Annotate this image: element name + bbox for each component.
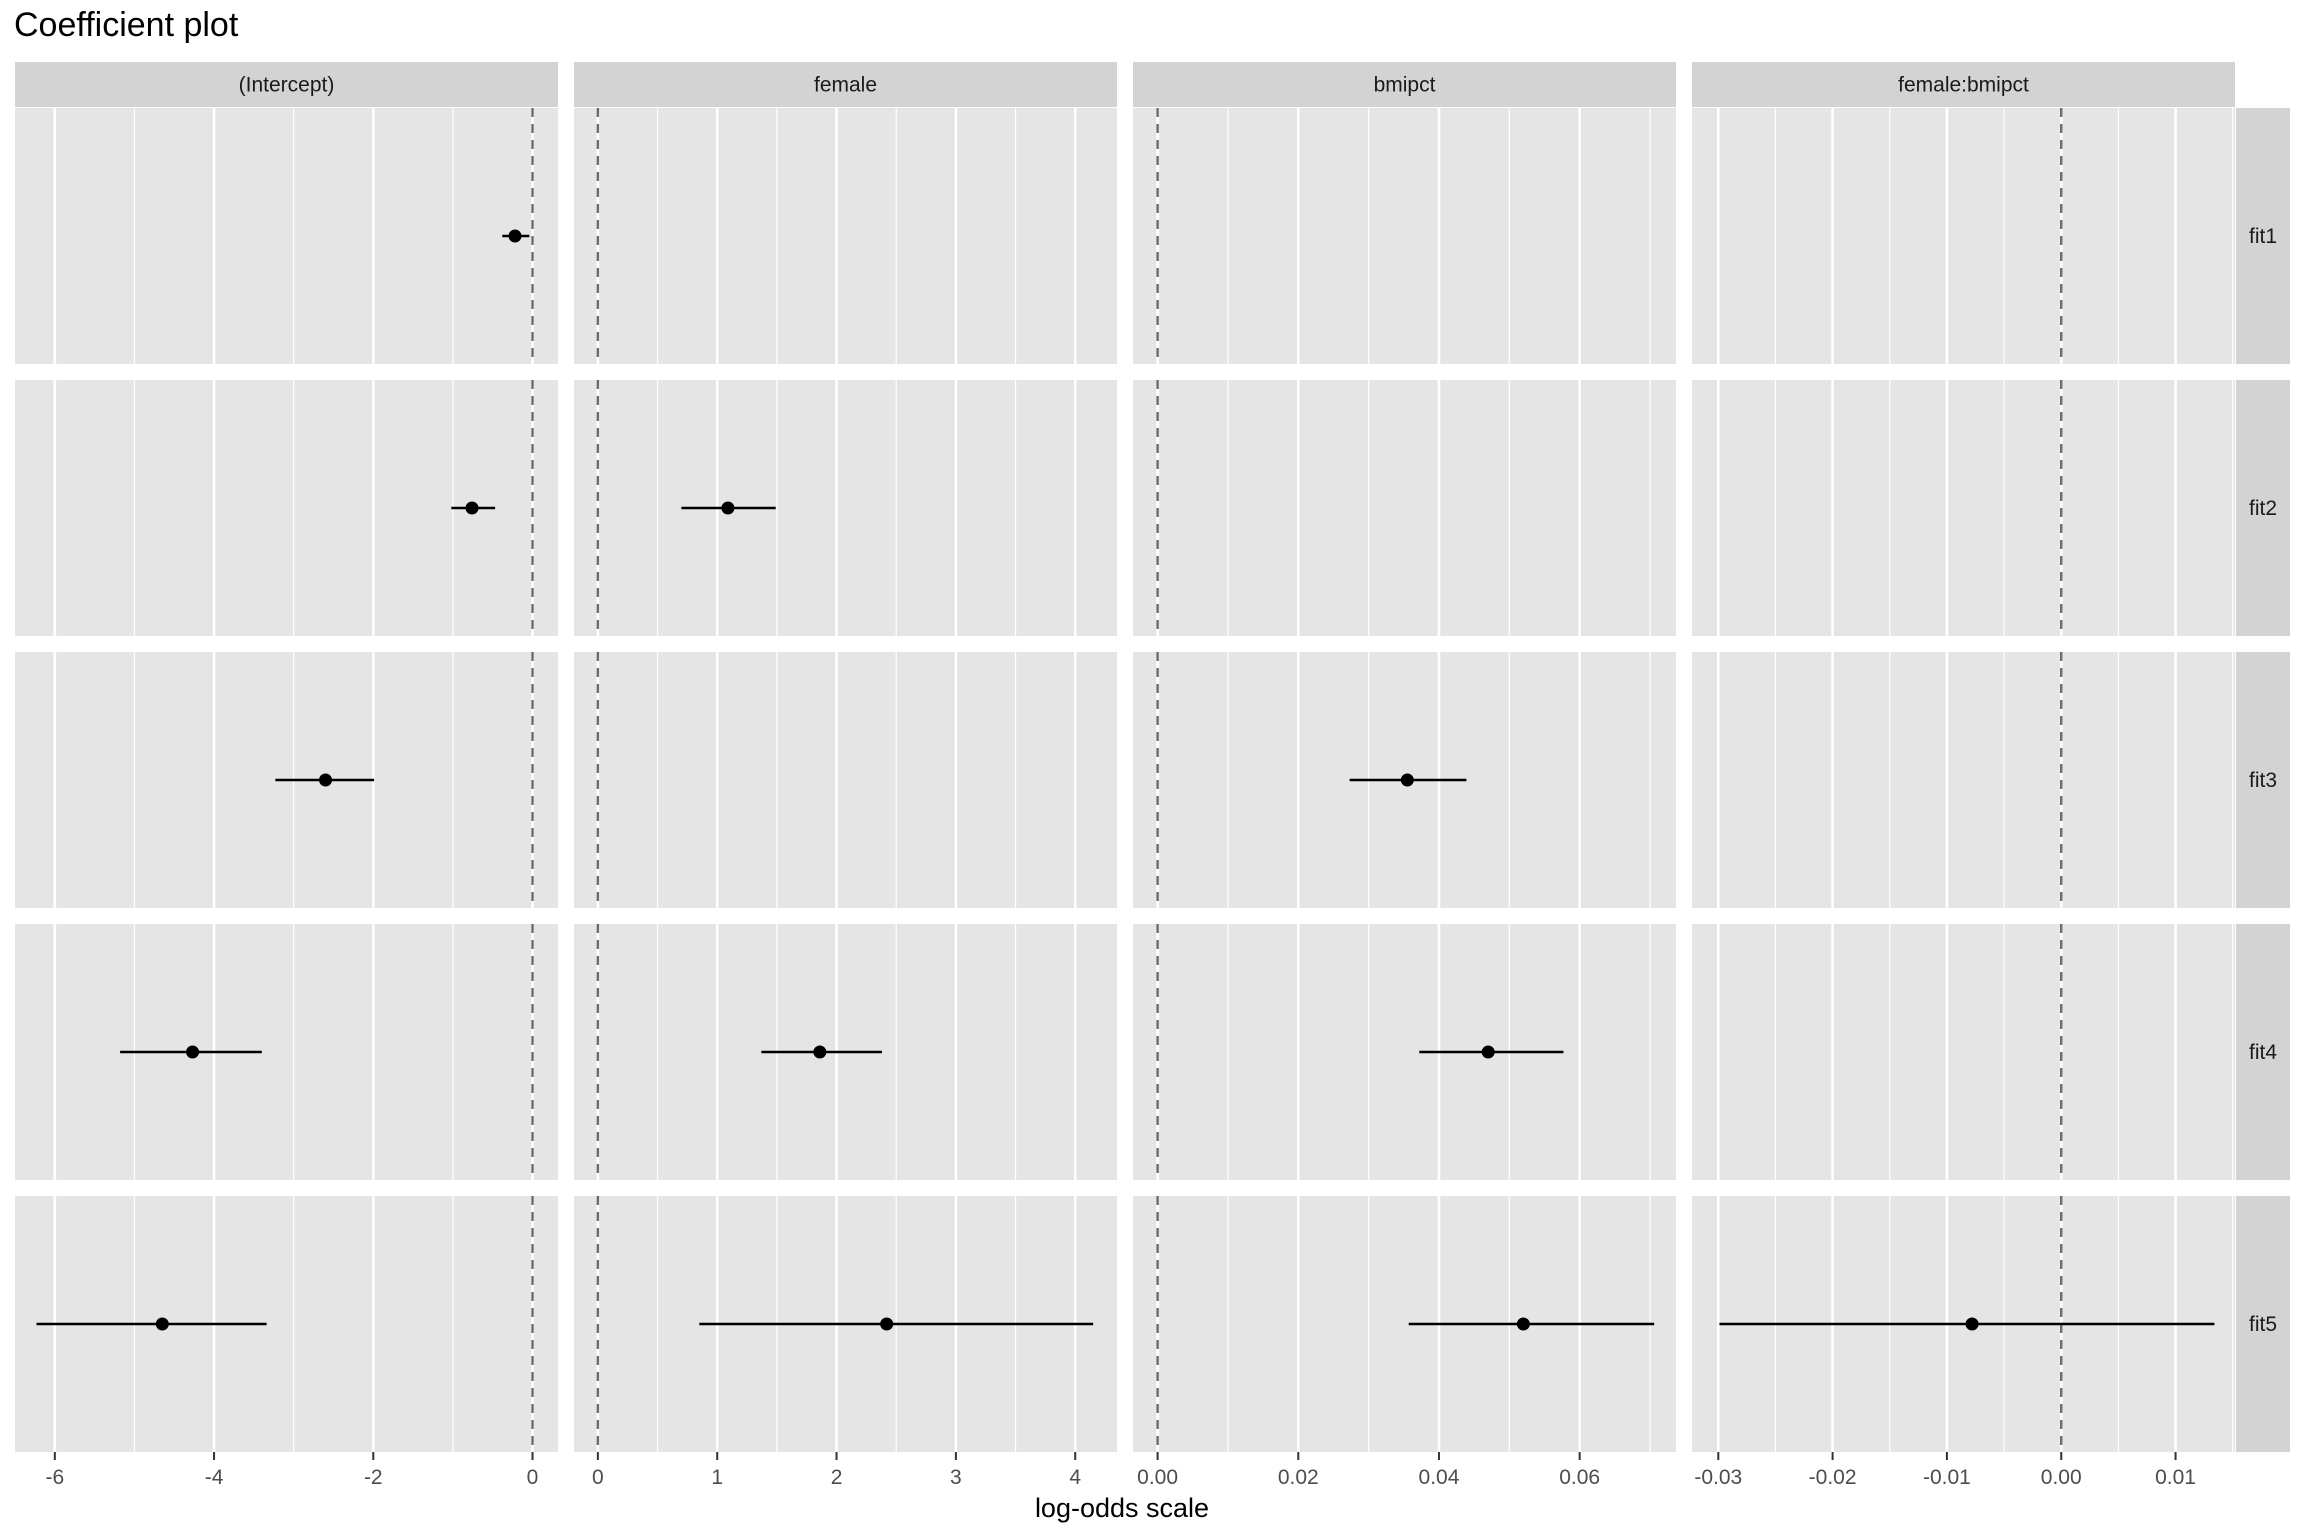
marks-layer [36, 229, 2215, 1331]
column-strip-intercept [15, 62, 558, 107]
x-tick-label: 0.04 [1419, 1466, 1460, 1489]
column-strip-female-bmipct [1692, 62, 2235, 107]
estimate-point [186, 1045, 200, 1059]
column-strip-label: bmipct [1374, 74, 1436, 97]
strips-layer: (Intercept) female bmipct female:bmipct fit1… [15, 62, 2290, 1452]
panels-layer [15, 108, 2235, 1452]
row-strip-label: fit4 [2249, 1041, 2277, 1064]
row-strip-label: fit1 [2249, 225, 2277, 248]
estimate-point [465, 501, 479, 515]
row-strip-fit3 [2236, 652, 2290, 908]
estimate-point [1481, 1045, 1495, 1059]
axes-layer: -6 -4 -2 0 0 1 2 3 4 0.00 0.02 0.04 0.06 -0.03 -0.02 -0… [45, 1452, 2196, 1489]
x-tick-label: 0.00 [1137, 1466, 1178, 1489]
panel-fit2-female [574, 380, 1117, 636]
panel-fit2-female-bmipct [1692, 380, 2235, 636]
panel-fit4-female-bmipct [1692, 924, 2235, 1180]
x-tick-label: 0.02 [1278, 1466, 1319, 1489]
panel-fit1-bmipct [1133, 108, 1676, 364]
x-axis-title: log-odds scale [1035, 1493, 1209, 1523]
column-strip-label: female:bmipct [1898, 74, 2029, 97]
x-tick-label: 3 [950, 1466, 962, 1489]
panel-fit1-female [574, 108, 1117, 364]
x-tick-label: 0.06 [1559, 1466, 1600, 1489]
panel-fit3-female [574, 652, 1117, 908]
x-tick-label: -6 [45, 1466, 64, 1489]
row-strip-fit1 [2236, 108, 2290, 364]
column-strip-bmipct [1133, 62, 1676, 107]
estimate-point [1965, 1317, 1979, 1331]
estimate-point [155, 1317, 169, 1331]
x-tick-label: 1 [711, 1466, 723, 1489]
estimate-point [880, 1317, 894, 1331]
column-strip-female [574, 62, 1117, 107]
panel-fit4-bmipct [1133, 924, 1676, 1180]
panel-fit1-intercept [15, 108, 558, 364]
x-tick-label: 0 [592, 1466, 604, 1489]
x-tick-label: -0.02 [1809, 1466, 1857, 1489]
row-strip-fit2 [2236, 380, 2290, 636]
x-tick-label: -4 [205, 1466, 224, 1489]
estimate-point [721, 501, 735, 515]
estimate-point [319, 773, 333, 787]
column-strip-label: (Intercept) [239, 74, 335, 97]
panel-fit1-female-bmipct [1692, 108, 2235, 364]
estimate-point [813, 1045, 827, 1059]
x-tick-label: 4 [1069, 1466, 1081, 1489]
panel-fit2-bmipct [1133, 380, 1676, 636]
estimate-point [1516, 1317, 1530, 1331]
x-tick-label: -2 [364, 1466, 383, 1489]
x-tick-label: 2 [831, 1466, 843, 1489]
chart-title: Coefficient plot [14, 6, 239, 44]
estimate-point [1400, 773, 1414, 787]
row-strip-fit4 [2236, 924, 2290, 1180]
x-tick-label: -0.01 [1923, 1466, 1971, 1489]
panel-fit4-intercept [15, 924, 558, 1180]
x-tick-label: 0.01 [2155, 1466, 2196, 1489]
x-tick-label: -0.03 [1694, 1466, 1742, 1489]
panel-fit3-female-bmipct [1692, 652, 2235, 908]
row-strip-fit5 [2236, 1196, 2290, 1452]
x-tick-label: 0 [527, 1466, 539, 1489]
column-strip-label: female [814, 74, 877, 97]
row-strip-label: fit5 [2249, 1313, 2277, 1336]
row-strip-label: fit3 [2249, 769, 2277, 792]
row-strip-label: fit2 [2249, 497, 2277, 520]
x-tick-label: 0.00 [2041, 1466, 2082, 1489]
estimate-point [508, 229, 522, 243]
